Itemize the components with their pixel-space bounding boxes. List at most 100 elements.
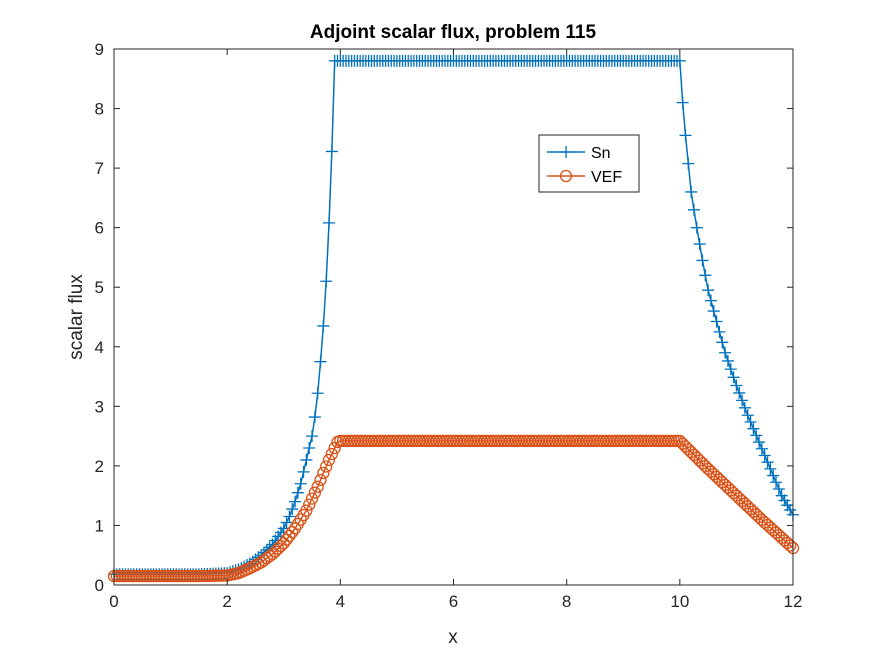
y-tick-label: 0 — [95, 576, 104, 595]
y-tick-label: 3 — [95, 397, 104, 416]
data-point-plus — [673, 54, 686, 67]
data-point-plus — [283, 510, 296, 523]
data-point-plus — [744, 415, 757, 428]
series-markers-vef — [107, 434, 800, 583]
data-point-circle — [325, 447, 338, 461]
y-tick-label: 2 — [95, 457, 104, 476]
data-point-plus — [314, 355, 327, 368]
data-point-plus — [682, 157, 695, 170]
data-point-plus — [736, 394, 749, 407]
data-point-plus — [738, 401, 751, 414]
data-point-plus — [767, 469, 780, 482]
data-point-circle — [311, 480, 324, 493]
data-point-plus — [747, 422, 760, 435]
legend-marker-plus — [560, 146, 572, 158]
data-point-circle — [314, 473, 327, 487]
data-point-circle — [300, 504, 313, 517]
legend-label-vef: VEF — [591, 169, 622, 186]
data-point-plus — [727, 371, 740, 384]
y-tick-label: 4 — [95, 338, 104, 357]
chart-title: Adjoint scalar flux, problem 115 — [310, 22, 597, 43]
x-tick-label: 0 — [109, 592, 118, 611]
data-point-plus — [303, 442, 316, 455]
data-point-plus — [764, 462, 777, 475]
data-point-plus — [679, 129, 692, 142]
data-point-plus — [687, 203, 700, 216]
data-point-plus — [716, 336, 729, 349]
data-point-plus — [291, 486, 304, 499]
data-point-circle — [665, 434, 678, 448]
data-point-plus — [713, 325, 726, 338]
data-point-plus — [724, 363, 737, 376]
data-point-plus — [311, 387, 324, 400]
data-point-plus — [710, 315, 723, 328]
legend-box — [538, 134, 640, 193]
data-point-plus — [317, 319, 330, 332]
data-point-plus — [690, 221, 703, 234]
data-point-plus — [699, 269, 712, 282]
data-point-circle — [317, 466, 330, 480]
data-point-plus — [761, 456, 774, 469]
x-tick-label: 10 — [670, 592, 689, 611]
data-point-plus — [286, 503, 299, 516]
data-point-plus — [719, 346, 732, 359]
data-point-circle — [308, 486, 322, 499]
data-point-circle — [305, 492, 319, 505]
data-point-circle — [784, 539, 797, 552]
legend-marker-circle — [559, 169, 573, 183]
data-point-plus — [755, 442, 768, 455]
data-point-plus — [323, 216, 336, 229]
data-point-circle — [320, 460, 333, 473]
data-point-plus — [730, 379, 743, 392]
data-point-plus — [300, 453, 313, 466]
y-tick-label: 8 — [95, 100, 104, 119]
data-point-plus — [750, 429, 763, 442]
y-axis-label: scalar flux — [66, 274, 87, 360]
data-point-plus — [297, 465, 310, 478]
data-point-plus — [294, 477, 307, 490]
data-point-plus — [721, 354, 734, 367]
data-point-plus — [770, 476, 783, 489]
data-point-plus — [676, 96, 689, 109]
data-point-plus — [772, 482, 785, 495]
x-axis-label: x — [448, 627, 458, 648]
x-tick-label: 4 — [336, 592, 345, 611]
data-point-plus — [308, 411, 321, 424]
data-point-plus — [775, 489, 788, 502]
data-point-plus — [784, 503, 797, 516]
data-point-plus — [733, 386, 746, 399]
data-point-plus — [320, 275, 333, 288]
data-point-circle — [670, 434, 684, 448]
data-point-plus — [289, 495, 302, 508]
data-point-plus — [707, 305, 720, 318]
data-point-plus — [753, 436, 766, 449]
axes-background — [114, 49, 793, 585]
data-point-circle — [322, 453, 336, 467]
x-tick-label: 6 — [449, 592, 458, 611]
y-tick-label: 6 — [95, 219, 104, 238]
data-point-plus — [693, 238, 706, 251]
y-tick-label: 9 — [95, 40, 104, 59]
x-tick-label: 12 — [784, 592, 803, 611]
plot-layer — [107, 54, 800, 583]
data-point-circle — [286, 525, 299, 539]
x-tick-label: 2 — [222, 592, 231, 611]
y-tick-label: 5 — [95, 278, 104, 297]
data-point-plus — [781, 499, 794, 512]
legend: Sn VEF — [538, 134, 640, 193]
data-point-plus — [280, 516, 293, 529]
y-tick-label: 1 — [95, 516, 104, 535]
data-point-plus — [778, 494, 791, 507]
data-point-circle — [303, 498, 316, 511]
data-point-plus — [685, 185, 698, 198]
data-point-plus — [306, 430, 319, 443]
legend-label-sn: Sn — [591, 145, 611, 162]
data-point-plus — [702, 284, 715, 297]
data-point-plus — [704, 294, 717, 307]
data-point-plus — [741, 409, 754, 422]
data-point-plus — [758, 449, 771, 462]
data-point-plus — [325, 145, 338, 158]
